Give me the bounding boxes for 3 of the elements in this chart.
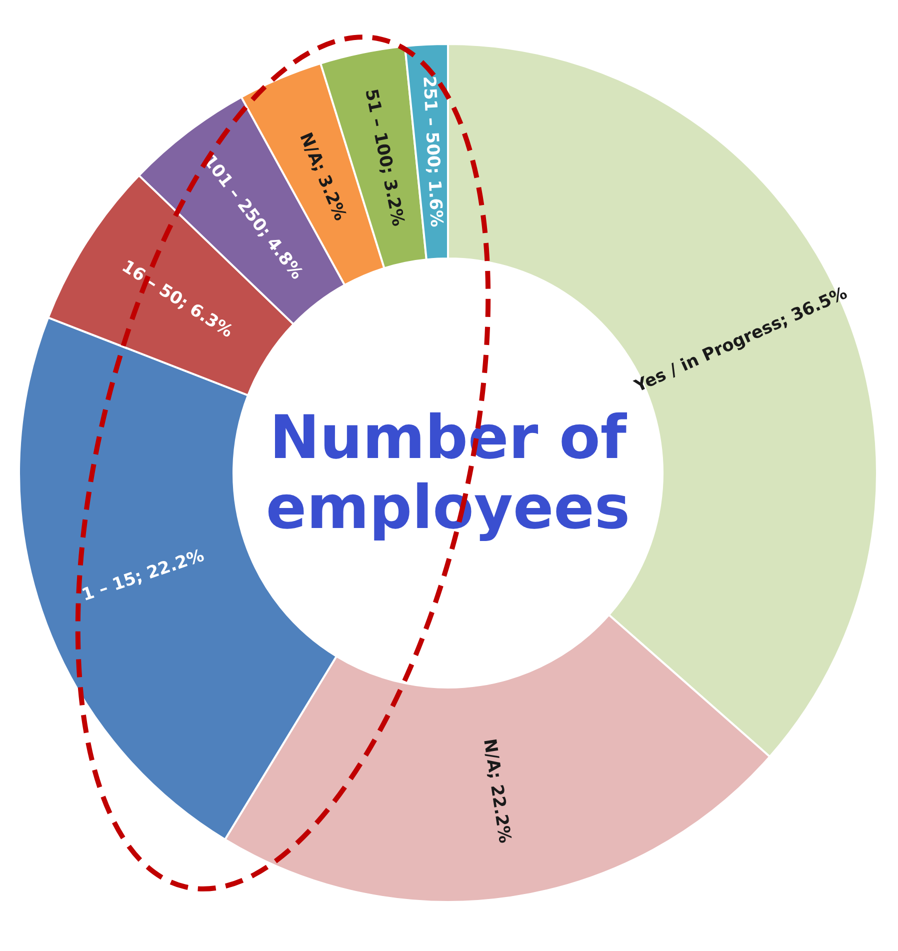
data-label: ; 1.6% <box>423 166 446 228</box>
slice-label: N/A <box>479 737 504 774</box>
slice-label: 251 – 500 <box>418 76 444 168</box>
